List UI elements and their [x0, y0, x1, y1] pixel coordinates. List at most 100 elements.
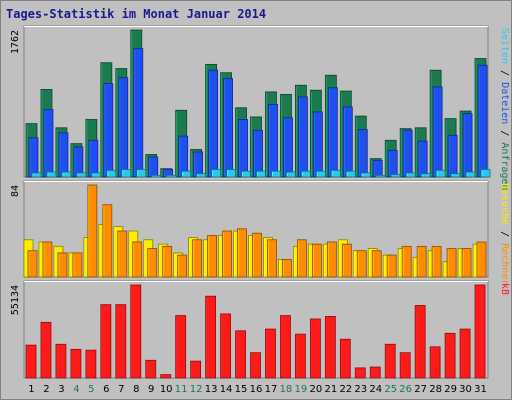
bar-rechner-day-18: [282, 259, 292, 278]
bar-kb-day-3: [55, 343, 67, 379]
chart-title: Tages-Statistik im Monat Januar 2014: [6, 7, 266, 21]
bar-kb-day-31: [474, 284, 486, 379]
bar-seiten-day-11: [181, 170, 192, 178]
bar-kb-day-9: [145, 359, 157, 379]
bar-rechner-day-17: [267, 239, 277, 278]
bar-seiten-day-3: [61, 171, 72, 178]
bar-rechner-day-31: [476, 241, 487, 278]
bar-rechner-day-24: [371, 250, 382, 278]
bar-rechner-day-23: [356, 250, 367, 278]
bar-kb-day-6: [100, 304, 112, 379]
chart-panels: 1762 Seiten / Dateien / Anfragen 84 Besuche…: [10, 25, 510, 379]
x-tick-label-day-28: 28: [429, 384, 442, 395]
x-tick-label-day-18: 18: [280, 384, 293, 395]
bar-seiten-day-31: [480, 169, 491, 178]
bar-kb-day-15: [235, 330, 246, 379]
bar-rechner-day-11: [177, 254, 188, 278]
bar-kb-day-1: [25, 344, 37, 379]
bar-seiten-day-12: [196, 173, 207, 178]
side-legend-top: Seiten / Dateien / Anfragen: [499, 28, 510, 191]
x-tick-label-day-26: 26: [399, 384, 412, 395]
bar-kb-day-7: [115, 304, 127, 379]
bar-seiten-day-1: [31, 172, 42, 178]
bar-kb-day-8: [130, 284, 142, 379]
legend-separator: /: [499, 225, 510, 243]
x-tick-label-day-21: 21: [324, 384, 337, 395]
bar-seiten-day-20: [315, 170, 326, 178]
x-tick-label-day-27: 27: [414, 384, 427, 395]
x-tick-label-day-30: 30: [459, 384, 472, 395]
bar-seiten-day-17: [271, 170, 281, 178]
bar-seiten-day-22: [345, 170, 356, 178]
legend-label-kb: kB: [499, 283, 510, 295]
x-tick-label-day-22: 22: [339, 384, 352, 395]
bar-kb-day-21: [324, 316, 336, 379]
bar-rechner-day-27: [416, 245, 427, 278]
bar-rechner-day-26: [401, 245, 412, 278]
bar-seiten-day-29: [450, 173, 461, 178]
bar-rechner-day-7: [117, 230, 128, 278]
x-tick-label-day-2: 2: [43, 384, 49, 395]
bar-seiten-day-21: [330, 169, 341, 178]
bar-seiten-day-13: [211, 169, 222, 178]
bar-rechner-day-8: [132, 241, 143, 278]
x-tick-label-day-13: 13: [205, 384, 218, 395]
bar-seiten-day-26: [405, 172, 416, 178]
x-tick-label-day-1: 1: [28, 384, 34, 395]
bar-kb-day-29: [444, 332, 456, 379]
series-rechner: [27, 184, 487, 278]
x-tick-label-day-12: 12: [190, 384, 203, 395]
bar-seiten-day-24: [375, 174, 386, 178]
bar-rechner-day-1: [27, 250, 38, 278]
legend-separator: /: [499, 124, 510, 142]
bar-rechner-day-5: [87, 184, 98, 278]
bar-seiten-day-7: [121, 169, 132, 178]
side-legend-middle: Besuche / Rechner: [499, 183, 510, 285]
series-dateien: [28, 48, 488, 178]
bar-rechner-day-9: [147, 248, 158, 278]
bar-seiten-day-4: [76, 172, 87, 178]
x-tick-label-day-17: 17: [265, 384, 278, 395]
bar-rechner-day-13: [207, 234, 218, 278]
bar-kb-day-10: [160, 374, 172, 379]
bar-seiten-day-9: [151, 174, 162, 178]
bar-kb-day-19: [295, 333, 306, 379]
bar-kb-day-24: [369, 366, 381, 379]
bar-seiten-day-18: [286, 171, 296, 178]
bar-seiten-day-28: [435, 169, 446, 178]
bar-seiten-day-5: [91, 172, 102, 178]
bar-kb-day-27: [414, 305, 426, 379]
x-tick-label-day-7: 7: [118, 384, 124, 395]
bar-rechner-day-19: [297, 239, 307, 278]
y-axis-max-label-top: 1762: [10, 30, 21, 54]
x-tick-label-day-15: 15: [235, 384, 248, 395]
side-legend-bottom: kB: [499, 283, 510, 295]
y-axis-max-label-middle: 84: [10, 185, 21, 197]
panel-bottom: 55134 kB: [10, 280, 510, 379]
bar-kb-day-13: [205, 295, 217, 379]
bar-kb-day-2: [40, 321, 52, 379]
x-tick-label-day-3: 3: [58, 384, 64, 395]
bar-rechner-day-4: [72, 252, 83, 278]
legend-label-seiten: Seiten: [499, 28, 510, 64]
x-tick-label-day-29: 29: [444, 384, 457, 395]
bar-kb-day-18: [280, 315, 291, 379]
panel-middle: 84 Besuche / Rechner: [10, 180, 510, 285]
bar-rechner-day-29: [446, 248, 457, 278]
panel-top: 1762 Seiten / Dateien / Anfragen: [10, 25, 510, 191]
side-legend-text-middle: Besuche / Rechner: [499, 183, 510, 285]
x-tick-label-day-4: 4: [73, 384, 79, 395]
bar-rechner-day-21: [326, 241, 337, 278]
bar-seiten-day-14: [226, 169, 236, 178]
bar-seiten-day-23: [360, 172, 371, 178]
x-tick-label-day-11: 11: [175, 384, 188, 395]
bar-rechner-day-2: [42, 241, 53, 278]
y-axis-max-label-bottom: 55134: [10, 285, 21, 315]
bar-rechner-day-30: [461, 248, 472, 278]
side-legend-text-bottom: kB: [499, 283, 510, 295]
bar-kb-day-17: [265, 328, 276, 379]
bar-rechner-day-22: [341, 243, 352, 278]
bar-seiten-day-10: [166, 174, 177, 178]
bar-kb-day-20: [309, 318, 321, 379]
